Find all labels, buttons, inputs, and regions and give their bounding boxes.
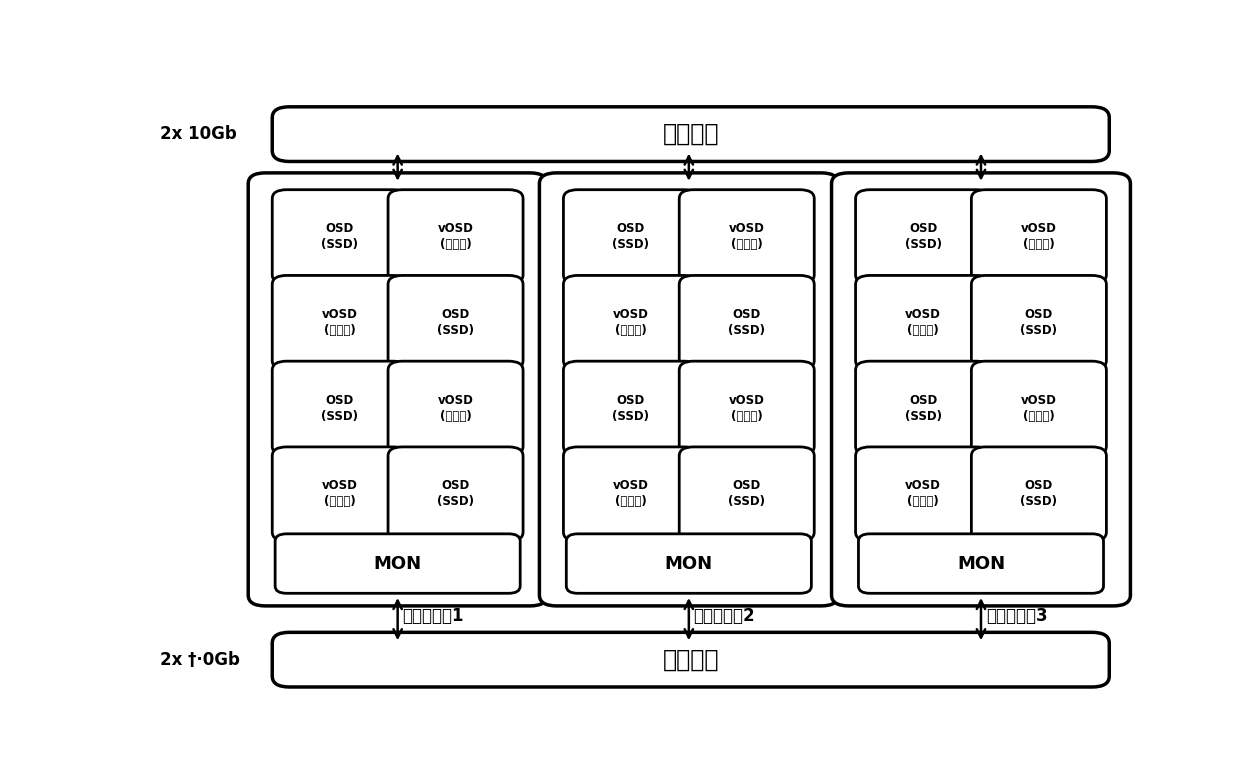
Text: MON: MON (373, 555, 422, 573)
FancyBboxPatch shape (858, 534, 1104, 594)
FancyBboxPatch shape (856, 275, 991, 370)
FancyBboxPatch shape (563, 190, 698, 284)
Text: 存储网络: 存储网络 (662, 647, 719, 672)
FancyBboxPatch shape (856, 361, 991, 456)
Text: vOSD
(虚拟卷): vOSD (虚拟卷) (322, 308, 357, 337)
FancyBboxPatch shape (567, 534, 811, 594)
FancyBboxPatch shape (971, 275, 1106, 370)
Text: vOSD
(虚拟卷): vOSD (虚拟卷) (1021, 222, 1056, 251)
FancyBboxPatch shape (539, 173, 838, 606)
FancyBboxPatch shape (273, 633, 1110, 687)
Text: vOSD
(虚拟卷): vOSD (虚拟卷) (905, 480, 941, 509)
FancyBboxPatch shape (273, 107, 1110, 161)
FancyBboxPatch shape (856, 447, 991, 541)
Text: vOSD
(虚拟卷): vOSD (虚拟卷) (729, 222, 765, 251)
Text: OSD
(SSD): OSD (SSD) (904, 394, 941, 423)
Text: OSD
(SSD): OSD (SSD) (613, 394, 650, 423)
Text: OSD
(SSD): OSD (SSD) (613, 222, 650, 251)
Text: vOSD
(虚拟卷): vOSD (虚拟卷) (1021, 394, 1056, 423)
FancyBboxPatch shape (832, 173, 1131, 606)
Text: OSD
(SSD): OSD (SSD) (321, 394, 358, 423)
Text: vOSD
(虚拟卷): vOSD (虚拟卷) (905, 308, 941, 337)
FancyBboxPatch shape (563, 361, 698, 456)
FancyBboxPatch shape (971, 447, 1106, 541)
Text: vOSD
(虚拟卷): vOSD (虚拟卷) (438, 222, 474, 251)
Text: OSD
(SSD): OSD (SSD) (728, 308, 765, 337)
Text: OSD
(SSD): OSD (SSD) (904, 222, 941, 251)
Text: OSD
(SSD): OSD (SSD) (321, 222, 358, 251)
Text: MON: MON (957, 555, 1006, 573)
FancyBboxPatch shape (971, 361, 1106, 456)
FancyBboxPatch shape (388, 361, 523, 456)
FancyBboxPatch shape (273, 190, 407, 284)
FancyBboxPatch shape (680, 275, 815, 370)
Text: vOSD
(虚拟卷): vOSD (虚拟卷) (438, 394, 474, 423)
Text: vOSD
(虚拟卷): vOSD (虚拟卷) (729, 394, 765, 423)
Text: 存储服务器1: 存储服务器1 (403, 607, 464, 625)
FancyBboxPatch shape (856, 190, 991, 284)
FancyBboxPatch shape (680, 447, 815, 541)
Text: OSD
(SSD): OSD (SSD) (1021, 480, 1058, 509)
FancyBboxPatch shape (971, 190, 1106, 284)
Text: vOSD
(虚拟卷): vOSD (虚拟卷) (613, 308, 649, 337)
Text: 存储服务器2: 存储服务器2 (693, 607, 755, 625)
Text: OSD
(SSD): OSD (SSD) (1021, 308, 1058, 337)
Text: vOSD
(虚拟卷): vOSD (虚拟卷) (613, 480, 649, 509)
Text: MON: MON (665, 555, 713, 573)
Text: 存储服务器3: 存储服务器3 (986, 607, 1048, 625)
FancyBboxPatch shape (248, 173, 547, 606)
Text: 2x 10Gb: 2x 10Gb (160, 125, 237, 144)
FancyBboxPatch shape (388, 447, 523, 541)
FancyBboxPatch shape (680, 361, 815, 456)
Text: OSD
(SSD): OSD (SSD) (728, 480, 765, 509)
Text: vOSD
(虚拟卷): vOSD (虚拟卷) (322, 480, 357, 509)
FancyBboxPatch shape (273, 361, 407, 456)
FancyBboxPatch shape (273, 447, 407, 541)
FancyBboxPatch shape (388, 275, 523, 370)
FancyBboxPatch shape (680, 190, 815, 284)
FancyBboxPatch shape (275, 534, 521, 594)
FancyBboxPatch shape (273, 275, 407, 370)
FancyBboxPatch shape (388, 190, 523, 284)
Text: 2x †·0Gb: 2x †·0Gb (160, 651, 239, 668)
Text: 业务网络: 业务网络 (662, 122, 719, 146)
FancyBboxPatch shape (563, 447, 698, 541)
Text: OSD
(SSD): OSD (SSD) (436, 308, 474, 337)
Text: OSD
(SSD): OSD (SSD) (436, 480, 474, 509)
FancyBboxPatch shape (563, 275, 698, 370)
